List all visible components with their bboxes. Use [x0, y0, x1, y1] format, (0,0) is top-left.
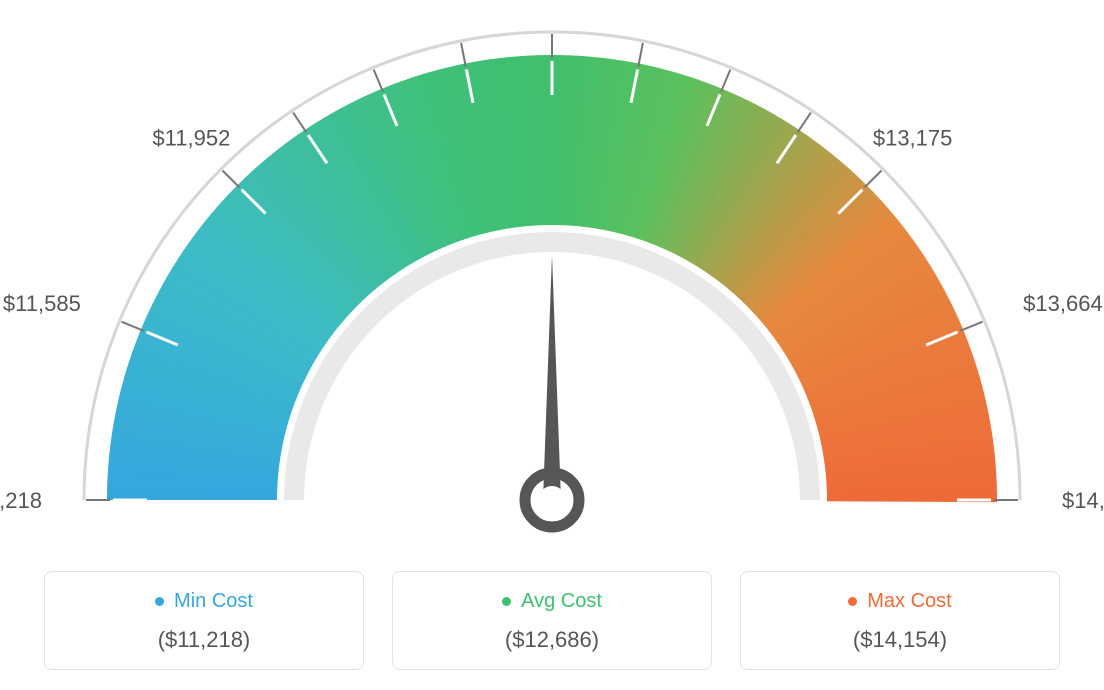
tick-label: $12,686 — [512, 0, 592, 1]
gauge-needle — [543, 255, 561, 500]
legend-title-max: Max Cost — [848, 590, 951, 613]
tick-label: $14,154 — [1062, 488, 1104, 513]
tick-outer — [721, 69, 730, 91]
tick-outer — [374, 69, 383, 91]
tick-outer — [865, 170, 882, 187]
legend-card-max: Max Cost ($14,154) — [740, 571, 1060, 670]
legend-value-min: ($11,218) — [55, 627, 353, 653]
tick-outer — [960, 322, 982, 331]
chart-container: $11,218 $11,585 $11,952 $12,686 $13,175 $13,6… — [0, 0, 1104, 690]
dot-icon — [848, 597, 857, 606]
tick-label: $11,585 — [3, 291, 81, 316]
tick-outer — [638, 43, 643, 67]
gauge-area: $11,218 $11,585 $11,952 $12,686 $13,175 $13,6… — [0, 0, 1104, 540]
legend-card-avg: Avg Cost ($12,686) — [392, 571, 712, 670]
needle-hub-hole — [538, 486, 566, 514]
legend-title-text: Avg Cost — [521, 590, 602, 613]
legend-title-text: Min Cost — [174, 590, 253, 613]
dot-icon — [502, 597, 511, 606]
legend-value-max: ($14,154) — [751, 627, 1049, 653]
gauge-svg: $11,218 $11,585 $11,952 $12,686 $13,175 $13,6… — [0, 0, 1104, 540]
legend-card-min: Min Cost ($11,218) — [44, 571, 364, 670]
dot-icon — [155, 597, 164, 606]
legend-row: Min Cost ($11,218) Avg Cost ($12,686) Ma… — [0, 571, 1104, 670]
legend-title-min: Min Cost — [155, 590, 253, 613]
tick-outer — [798, 113, 811, 133]
tick-label: $11,218 — [0, 488, 42, 513]
tick-outer — [222, 170, 239, 187]
tick-label: $13,664 — [1023, 291, 1103, 316]
tick-outer — [461, 43, 466, 67]
legend-value-avg: ($12,686) — [403, 627, 701, 653]
legend-title-text: Max Cost — [867, 590, 951, 613]
tick-outer — [293, 113, 306, 133]
tick-label: $13,175 — [873, 125, 953, 150]
tick-outer — [121, 322, 143, 331]
tick-label: $11,952 — [152, 125, 230, 150]
legend-title-avg: Avg Cost — [502, 590, 602, 613]
